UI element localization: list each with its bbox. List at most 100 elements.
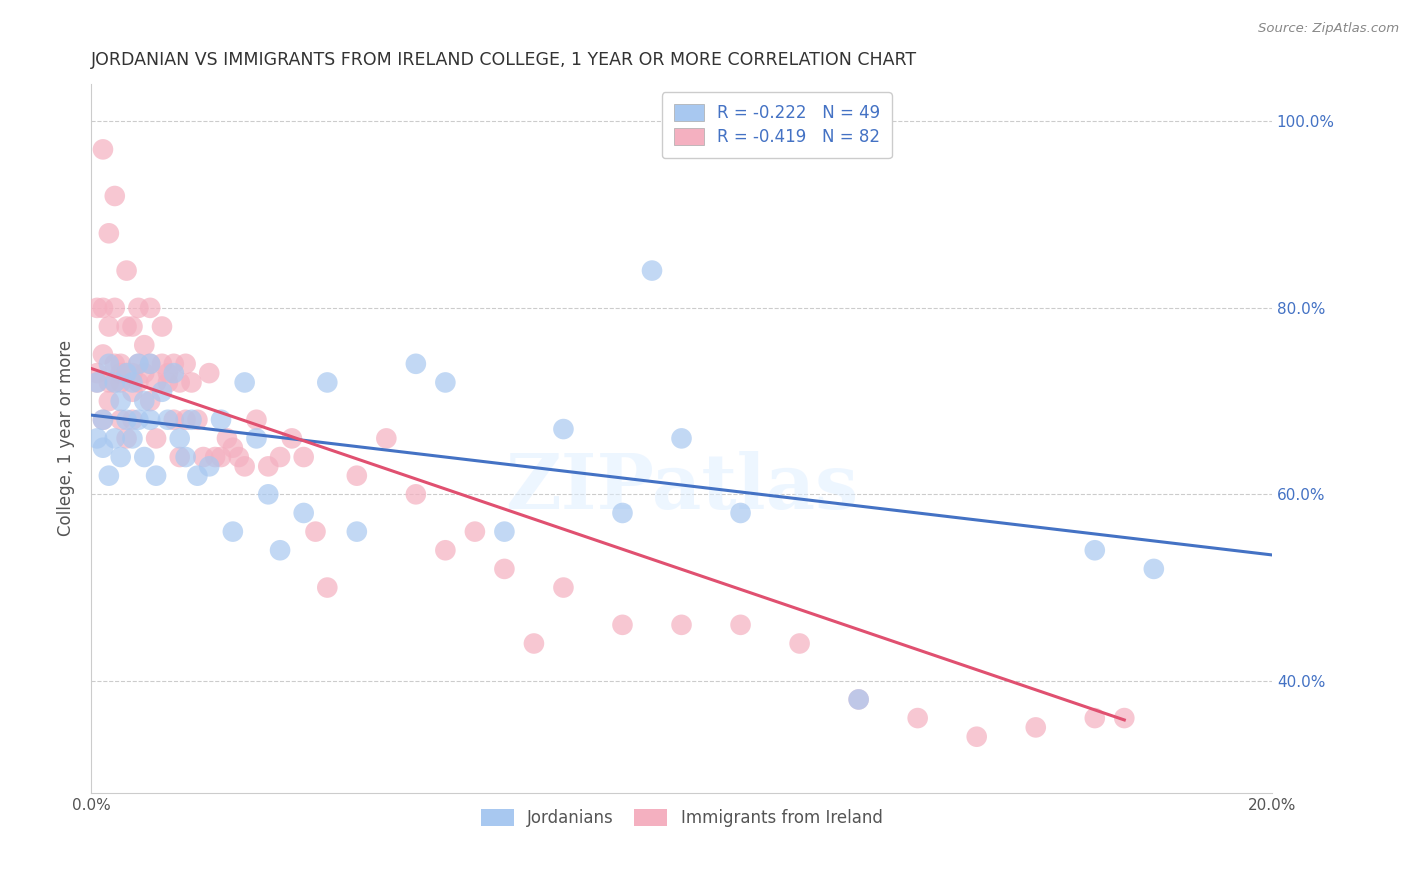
Point — [281, 431, 304, 445]
Point — [127, 413, 149, 427]
Point — [134, 366, 156, 380]
Point — [169, 450, 191, 464]
Point — [127, 357, 149, 371]
Point — [91, 413, 114, 427]
Point — [121, 319, 143, 334]
Point — [730, 617, 752, 632]
Point — [789, 636, 811, 650]
Point — [97, 319, 120, 334]
Point — [245, 431, 267, 445]
Point — [553, 581, 575, 595]
Point — [316, 376, 339, 390]
Point — [110, 413, 132, 427]
Point — [127, 357, 149, 371]
Point — [91, 142, 114, 156]
Point — [163, 366, 186, 380]
Legend: Jordanians, Immigrants from Ireland: Jordanians, Immigrants from Ireland — [474, 803, 889, 834]
Point — [198, 366, 221, 380]
Point — [121, 431, 143, 445]
Text: ZIPatlas: ZIPatlas — [505, 451, 858, 525]
Text: JORDANIAN VS IMMIGRANTS FROM IRELAND COLLEGE, 1 YEAR OR MORE CORRELATION CHART: JORDANIAN VS IMMIGRANTS FROM IRELAND COL… — [91, 51, 917, 69]
Point — [671, 617, 693, 632]
Point — [1084, 543, 1107, 558]
Point — [848, 692, 870, 706]
Point — [434, 543, 457, 558]
Point — [115, 431, 138, 445]
Point — [209, 413, 232, 427]
Point — [104, 301, 127, 315]
Point — [292, 506, 315, 520]
Point — [1143, 562, 1166, 576]
Point — [121, 376, 143, 390]
Point — [848, 692, 870, 706]
Point — [97, 394, 120, 409]
Point — [110, 366, 132, 380]
Point — [86, 431, 108, 445]
Point — [115, 366, 138, 380]
Point — [222, 524, 245, 539]
Point — [375, 431, 398, 445]
Point — [553, 422, 575, 436]
Point — [150, 357, 173, 371]
Point — [174, 450, 197, 464]
Point — [134, 338, 156, 352]
Point — [150, 384, 173, 399]
Point — [139, 394, 162, 409]
Point — [104, 376, 127, 390]
Point — [186, 468, 208, 483]
Point — [174, 413, 197, 427]
Point — [222, 441, 245, 455]
Point — [91, 413, 114, 427]
Point — [269, 450, 291, 464]
Point — [346, 524, 368, 539]
Point — [97, 227, 120, 241]
Point — [346, 468, 368, 483]
Point — [494, 524, 516, 539]
Point — [156, 366, 179, 380]
Point — [233, 376, 256, 390]
Point — [145, 468, 167, 483]
Point — [641, 263, 664, 277]
Point — [121, 366, 143, 380]
Point — [1025, 720, 1047, 734]
Point — [186, 413, 208, 427]
Point — [115, 413, 138, 427]
Point — [104, 431, 127, 445]
Point — [91, 441, 114, 455]
Point — [97, 357, 120, 371]
Point — [193, 450, 215, 464]
Point — [180, 376, 202, 390]
Point — [139, 357, 162, 371]
Point — [198, 459, 221, 474]
Point — [139, 301, 162, 315]
Point — [163, 357, 186, 371]
Point — [228, 450, 250, 464]
Point — [150, 319, 173, 334]
Point — [257, 487, 280, 501]
Point — [730, 506, 752, 520]
Point — [612, 617, 634, 632]
Point — [110, 394, 132, 409]
Point — [245, 413, 267, 427]
Point — [104, 357, 127, 371]
Point — [156, 376, 179, 390]
Point — [169, 376, 191, 390]
Point — [169, 431, 191, 445]
Point — [671, 431, 693, 445]
Point — [110, 450, 132, 464]
Point — [163, 413, 186, 427]
Point — [233, 459, 256, 474]
Point — [97, 468, 120, 483]
Point — [966, 730, 988, 744]
Y-axis label: College, 1 year or more: College, 1 year or more — [58, 341, 75, 536]
Point — [110, 376, 132, 390]
Point — [180, 413, 202, 427]
Point — [86, 366, 108, 380]
Point — [145, 431, 167, 445]
Point — [145, 376, 167, 390]
Point — [86, 376, 108, 390]
Point — [104, 376, 127, 390]
Point — [139, 413, 162, 427]
Point — [121, 384, 143, 399]
Point — [405, 487, 427, 501]
